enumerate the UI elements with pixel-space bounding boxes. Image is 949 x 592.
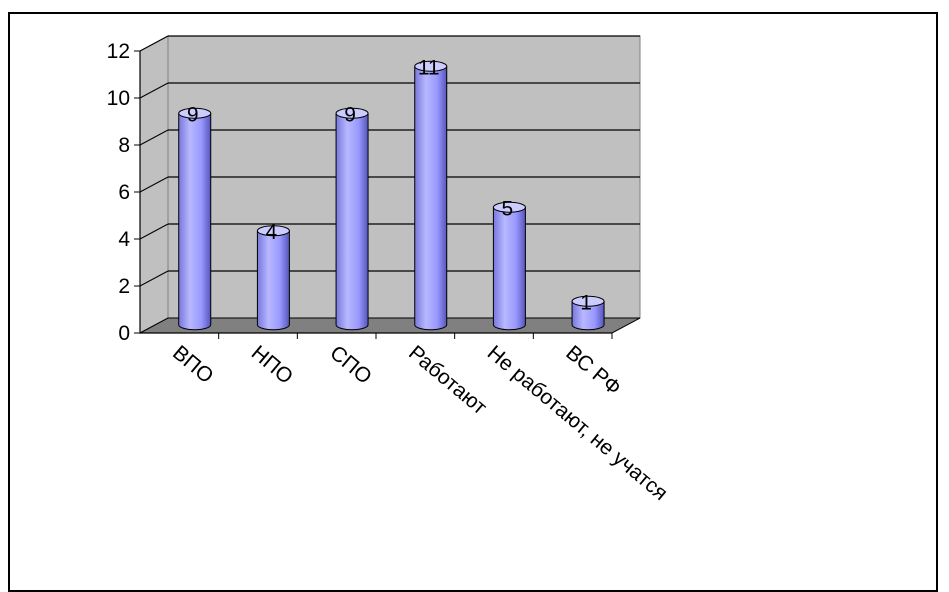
bar [256, 230, 290, 331]
x-tick-label: НПО [247, 341, 297, 389]
data-label: 9 [187, 103, 199, 126]
bar-top [256, 225, 290, 237]
bar-top [571, 295, 605, 307]
y-tick-label: 2 [118, 275, 130, 298]
gridline-side [139, 35, 169, 52]
gridlines [139, 35, 640, 287]
gridline-side [139, 270, 169, 287]
bars [178, 60, 605, 331]
y-tick-label: 6 [118, 181, 130, 204]
bar [571, 300, 605, 331]
bar-top [335, 107, 369, 119]
bar [492, 206, 526, 331]
y-tick-label: 10 [107, 87, 130, 110]
gridline-side [139, 223, 169, 240]
bar-top [178, 107, 212, 119]
x-tick-label: Работают [404, 341, 491, 419]
data-labels: 9 4 9 11 5 1 [187, 56, 592, 314]
data-label: 9 [344, 103, 356, 126]
y-tick-label: 0 [118, 322, 130, 345]
gridline-side [139, 82, 169, 99]
x-tick-label: ВПО [168, 341, 218, 388]
y-tick-label: 4 [118, 228, 130, 251]
floor [139, 317, 641, 334]
bar-top [414, 60, 448, 72]
plot-walls [139, 35, 641, 334]
data-label: 11 [418, 56, 440, 79]
x-tick-label: ВС РФ [561, 341, 625, 400]
y-tick-label: 8 [118, 134, 130, 157]
data-label: 1 [580, 291, 592, 314]
data-label: 4 [266, 221, 278, 244]
bar [335, 112, 369, 331]
gridline-side [139, 176, 169, 193]
x-tick-label: СПО [325, 341, 375, 389]
data-label: 5 [502, 197, 514, 220]
bar [414, 65, 448, 331]
gridline-side [139, 129, 169, 146]
bar [178, 112, 212, 331]
y-tick-label: 12 [107, 40, 130, 63]
bar-top [492, 201, 526, 213]
axes [134, 50, 613, 339]
